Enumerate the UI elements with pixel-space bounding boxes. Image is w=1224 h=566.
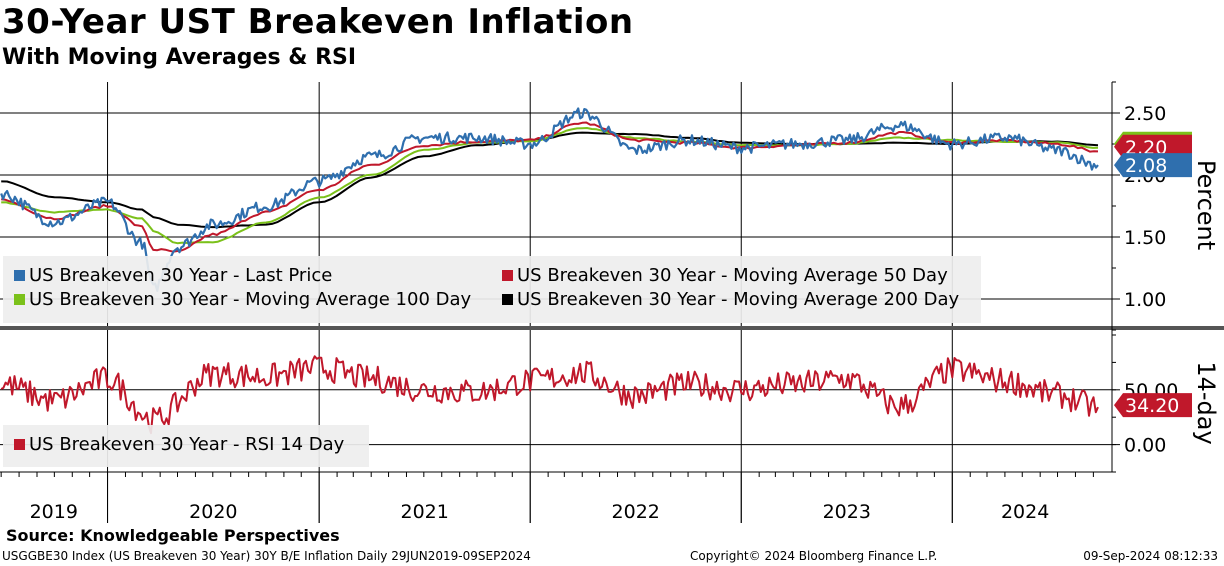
legend-label: US Breakeven 30 Year - RSI 14 Day	[29, 434, 345, 455]
source-note: Source: Knowledgeable Perspectives	[6, 526, 340, 545]
ticker-description: USGGBE30 Index (US Breakeven 30 Year) 30…	[2, 549, 531, 563]
rsi-axis-title: 14-day	[1192, 361, 1220, 444]
legend-label: US Breakeven 30 Year - Moving Average 10…	[29, 289, 472, 310]
legend-label: US Breakeven 30 Year - Moving Average 50…	[517, 265, 948, 286]
copyright-note: Copyright© 2024 Bloomberg Finance L.P.	[690, 549, 938, 563]
series-layer	[0, 107, 1099, 435]
x-year-label: 2019	[30, 501, 78, 523]
chart-title: 30-Year UST Breakeven Inflation	[2, 2, 634, 42]
x-year-label: 2022	[612, 501, 660, 523]
last-value-label: 2.08	[1125, 155, 1167, 177]
rsi-ytick-label: 0.00	[1124, 435, 1166, 457]
last-value-tag	[1114, 153, 1192, 178]
legend-swatch	[14, 270, 25, 281]
price-ytick-label: 1.50	[1124, 227, 1166, 249]
legend-swatch	[502, 294, 513, 305]
legend-swatch	[14, 439, 25, 450]
legend-swatch	[14, 294, 25, 305]
price-series-line	[1, 127, 1099, 245]
price-series-line	[1, 131, 1099, 229]
legend-layer: US Breakeven 30 Year - Last Price US Brea…	[3, 256, 981, 467]
x-year-label: 2021	[401, 501, 449, 523]
timestamp: 09-Sep-2024 08:12:33	[1083, 549, 1218, 563]
panel-separator	[0, 326, 1224, 330]
chart-subtitle: With Moving Averages & RSI	[2, 45, 357, 70]
price-ytick-label: 1.00	[1124, 289, 1166, 311]
legend-swatch	[502, 270, 513, 281]
last-value-tag	[1114, 393, 1192, 418]
price-series-line	[0, 107, 1099, 292]
x-year-label: 2024	[1001, 501, 1049, 523]
legend-label: US Breakeven 30 Year - Moving Average 20…	[517, 289, 960, 310]
rsi-legend-box	[3, 425, 369, 467]
price-axis-title: Percent	[1192, 160, 1220, 250]
last-value-label: 34.20	[1125, 395, 1179, 417]
price-legend-box	[3, 256, 981, 323]
x-year-label: 2023	[823, 501, 871, 523]
price-ytick-label: 2.50	[1124, 103, 1166, 125]
price-series-line	[1, 121, 1099, 253]
rsi-series-line	[0, 355, 1099, 435]
last-value-tag	[1114, 134, 1192, 159]
legend-label: US Breakeven 30 Year - Last Price	[29, 265, 332, 286]
x-year-label: 2020	[189, 501, 237, 523]
axis-layer: 1.001.502.002.500.0050.00Percent14-day20…	[0, 81, 1224, 523]
